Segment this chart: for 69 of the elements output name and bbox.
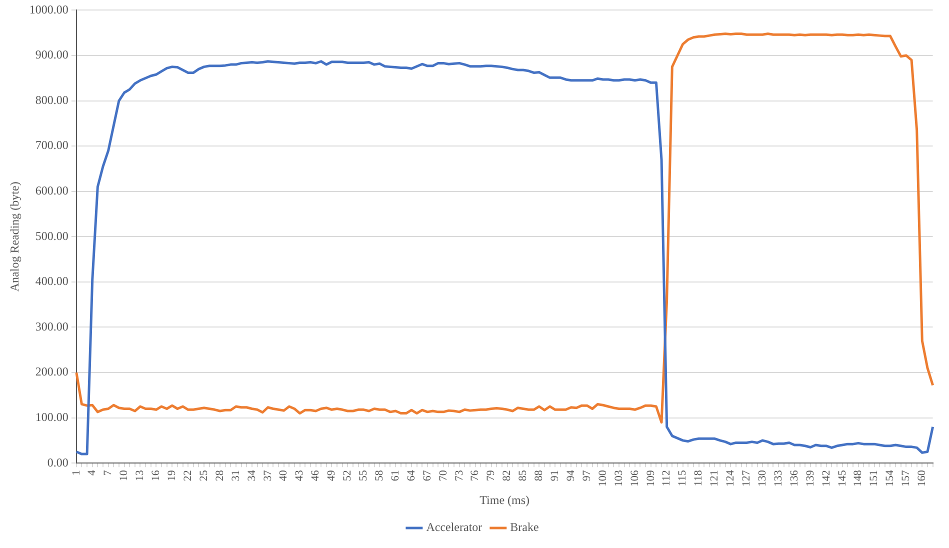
x-tick-label: 43 [294,470,306,482]
x-tick-label: 103 [612,470,625,487]
x-tick-label: 160 [916,470,928,487]
x-tick-label: 79 [485,470,498,482]
x-tick-label: 112 [660,470,673,486]
y-tick-label: 200.00 [35,364,68,379]
x-tick-label: 31 [230,470,242,482]
x-tick-label: 94 [564,470,577,482]
x-tick-label: 55 [358,470,370,482]
y-tick-label: 900.00 [35,48,68,62]
y-tick-label: 600.00 [35,184,68,198]
x-tick-label: 67 [421,470,434,482]
x-tick-label: 34 [246,470,258,482]
y-tick-label: 1000.00 [29,2,68,16]
x-tick-label: 136 [788,470,800,487]
y-tick-label: 300.00 [35,319,68,334]
x-tick-label: 118 [692,470,705,486]
x-tick-label: 22 [182,470,194,482]
x-tick-label: 133 [772,470,784,487]
x-tick-label: 82 [501,470,514,482]
x-tick-label: 97 [580,470,593,482]
x-tick-label: 115 [676,470,689,486]
x-tick-label: 109 [644,470,657,487]
x-tick-label: 151 [868,470,880,487]
x-tick-label: 142 [820,470,832,487]
x-tick-label: 13 [134,470,146,482]
x-tick-label: 37 [262,470,274,482]
x-tick-label: 85 [517,470,530,482]
x-tick-label: 88 [533,470,546,482]
y-tick-label: 700.00 [35,138,68,152]
x-tick-label: 40 [278,470,290,482]
y-tick-label: 0.00 [47,455,68,470]
x-tick-label: 7 [102,470,114,476]
legend-label: Accelerator [426,520,482,534]
x-tick-label: 52 [342,470,354,482]
x-tick-label: 124 [724,470,737,487]
x-tick-label: 145 [836,470,848,487]
x-tick-label: 70 [437,470,450,482]
y-tick-label: 100.00 [35,410,68,424]
x-tick-label: 28 [214,470,226,482]
x-tick-label: 1 [70,470,82,476]
y-tick-label: 800.00 [35,92,68,107]
x-tick-label: 139 [804,470,816,487]
y-axis-title: Analog Reading (byte) [7,182,22,292]
x-tick-label: 100 [596,470,609,487]
x-tick-label: 25 [198,470,210,482]
x-tick-label: 4 [86,470,98,476]
x-tick-label: 49 [326,470,338,482]
x-tick-label: 46 [310,470,322,482]
x-tick-label: 130 [756,470,768,487]
x-tick-label: 106 [628,470,641,487]
x-tick-label: 10 [118,470,130,482]
x-tick-label: 127 [740,470,753,487]
x-tick-label: 64 [405,470,418,482]
x-tick-label: 154 [884,470,896,487]
x-tick-label: 61 [389,470,402,482]
x-tick-label: 148 [852,470,864,487]
x-axis-title: Time (ms) [480,492,530,507]
x-tick-label: 19 [166,470,178,482]
legend-label: Brake [510,520,539,534]
y-tick-label: 500.00 [35,228,68,243]
x-tick-label: 157 [900,470,912,487]
x-tick-label: 58 [373,470,386,482]
x-tick-label: 76 [469,470,482,482]
x-tick-label: 73 [453,470,466,482]
x-tick-label: 121 [708,470,721,487]
y-tick-label: 400.00 [35,274,68,288]
x-tick-label: 91 [549,470,562,482]
x-tick-label: 16 [150,470,162,482]
